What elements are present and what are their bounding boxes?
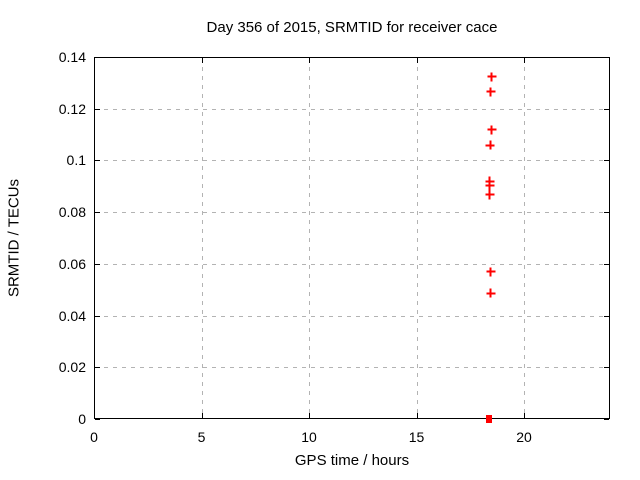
y-tick-label: 0.06 — [58, 255, 86, 272]
y-tick-label: 0.04 — [58, 307, 86, 324]
chart-title: Day 356 of 2015, SRMTID for receiver cac… — [206, 19, 498, 36]
x-tick-mark-top — [94, 58, 95, 63]
y-tick-mark-right — [604, 108, 609, 110]
y-tick-mark-right — [604, 315, 609, 317]
x-tick-mark-top — [524, 58, 525, 63]
x-tick-mark — [201, 413, 203, 418]
y-axis-label: SRMTID / TECUs — [5, 178, 23, 298]
x-tick-label: 20 — [516, 429, 532, 445]
y-tick-mark — [95, 212, 100, 214]
y-tick-label: 0.14 — [58, 49, 86, 65]
gridline-horizontal — [95, 108, 609, 110]
x-tick-label: 10 — [301, 429, 317, 445]
y-tick-mark — [95, 419, 100, 420]
x-tick-label: 15 — [408, 429, 425, 445]
y-tick-label: 0.12 — [58, 100, 86, 117]
x-tick-label: 5 — [197, 429, 206, 445]
y-tick-label: 0 — [78, 411, 86, 427]
gridline-vertical — [416, 58, 418, 418]
x-tick-mark — [416, 413, 418, 418]
gridline-vertical — [309, 58, 310, 418]
x-tick-mark-top — [309, 58, 310, 63]
gridline-horizontal — [95, 160, 609, 162]
y-tick-mark — [95, 315, 100, 317]
y-tick-mark — [95, 367, 100, 369]
data-point-plus — [485, 181, 495, 190]
y-tick-mark-right — [604, 419, 609, 420]
y-tick-mark-right — [604, 57, 609, 58]
x-axis-label: GPS time / hours — [294, 452, 410, 469]
data-point-square — [485, 415, 492, 423]
x-tick-mark-top — [416, 58, 418, 63]
y-tick-label: 0.1 — [66, 152, 86, 169]
gridline-vertical — [201, 58, 203, 418]
data-point-plus — [486, 288, 496, 298]
y-tick-mark — [95, 160, 100, 162]
data-point-plus — [485, 190, 495, 200]
y-tick-mark — [95, 57, 100, 58]
x-tick-mark-top — [201, 58, 203, 63]
gridline-horizontal — [95, 367, 609, 369]
x-tick-mark — [524, 413, 525, 418]
data-point-plus — [487, 125, 497, 135]
x-tick-label: 0 — [90, 429, 98, 445]
y-tick-mark — [95, 263, 100, 265]
plot-area — [94, 57, 610, 419]
y-tick-mark — [95, 108, 100, 110]
x-tick-mark — [94, 413, 95, 418]
y-tick-label: 0.08 — [58, 204, 86, 221]
y-tick-mark-right — [604, 212, 609, 214]
data-point-plus — [486, 267, 496, 277]
gridline-vertical — [524, 58, 525, 418]
data-point-plus — [485, 140, 495, 150]
y-tick-mark-right — [604, 367, 609, 369]
data-point-plus — [487, 72, 497, 82]
y-tick-mark-right — [604, 160, 609, 162]
gridline-horizontal — [95, 263, 609, 265]
y-tick-label: 0.02 — [58, 359, 86, 376]
data-point-plus — [486, 87, 496, 97]
gridline-horizontal — [95, 315, 609, 317]
x-tick-mark — [309, 413, 310, 418]
y-tick-mark-right — [604, 263, 609, 265]
gridline-horizontal — [95, 212, 609, 214]
